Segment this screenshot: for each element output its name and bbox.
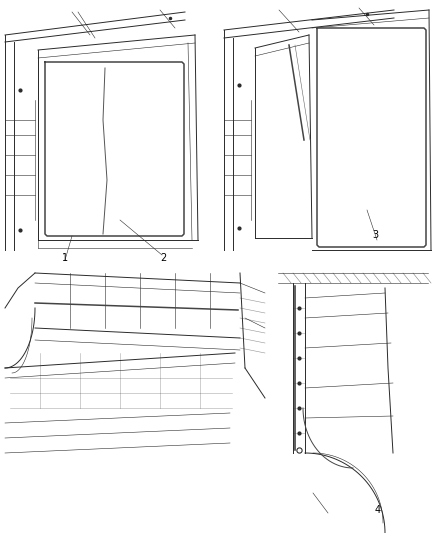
Text: 1: 1 <box>62 253 68 263</box>
Text: 4: 4 <box>375 505 381 515</box>
Text: 2: 2 <box>160 253 166 263</box>
Text: 3: 3 <box>372 230 378 240</box>
